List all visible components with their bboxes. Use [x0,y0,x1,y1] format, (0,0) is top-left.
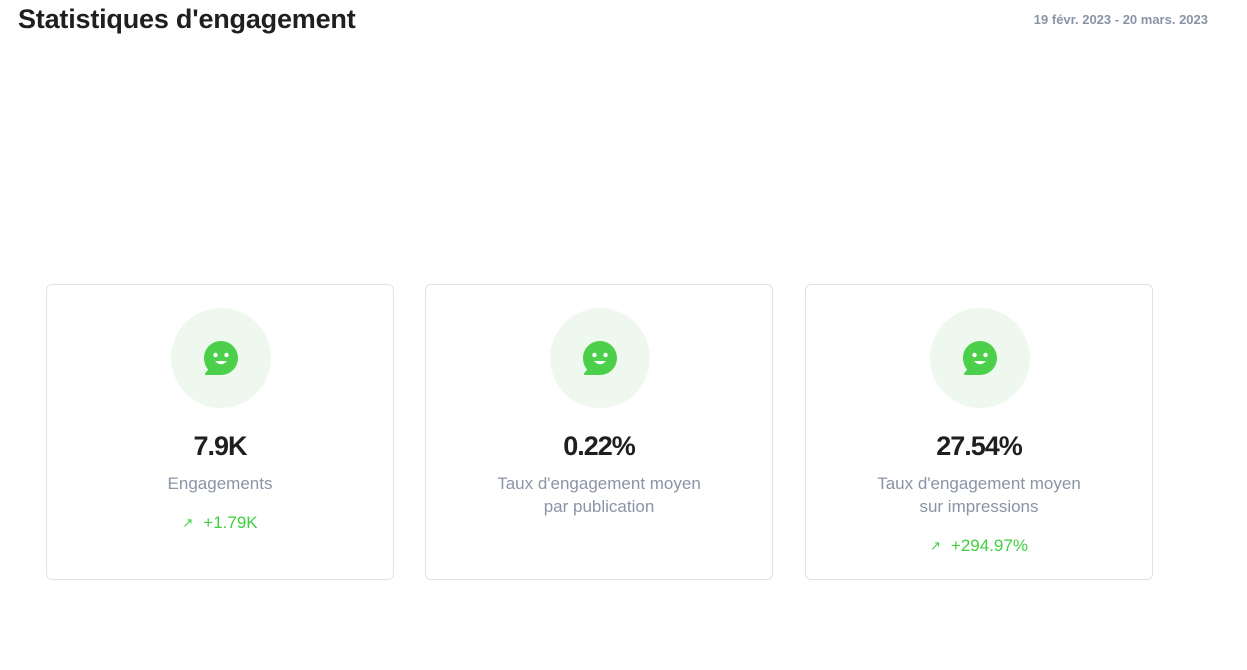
metric-change: ↗ +294.97% [806,536,1152,556]
arrow-up-right-icon: ↗ [182,515,194,530]
stat-card-engagements: 7.9K Engagements ↗ +1.79K [46,284,394,580]
metric-change-value: +294.97% [950,536,1028,555]
smiley-chat-icon [583,341,617,375]
metric-label-line: Taux d'engagement moyen [877,474,1081,493]
metric-value: 0.22% [563,431,636,461]
stat-card-avg-engagement-per-post: 0.22% Taux d'engagement moyen par public… [425,284,773,580]
smiley-chat-icon [204,341,238,375]
metric-label: Engagements [167,474,273,493]
metric-label: Taux d'engagement moyen par publication [446,472,752,518]
date-range[interactable]: 19 févr. 2023 - 20 mars. 2023 [1033,12,1208,27]
metric-label-line: sur impressions [919,497,1039,516]
metric-change-value: +1.79K [203,513,258,532]
metric-change: ↗ +1.79K [47,513,393,533]
metric-label-line: Taux d'engagement moyen [497,474,701,493]
arrow-up-right-icon: ↗ [930,538,941,553]
icon-circle [171,308,271,408]
metric-value: 7.9K [193,431,247,461]
stat-card-avg-engagement-impressions: 27.54% Taux d'engagement moyen sur impre… [805,284,1153,580]
icon-circle [550,308,650,408]
smiley-chat-icon [963,341,997,375]
metric-label: Taux d'engagement moyen sur impressions [826,472,1132,518]
metric-value: 27.54% [936,431,1023,461]
icon-circle [930,308,1030,408]
page-title: Statistiques d'engagement [18,4,356,34]
metric-label-line: par publication [543,497,655,516]
